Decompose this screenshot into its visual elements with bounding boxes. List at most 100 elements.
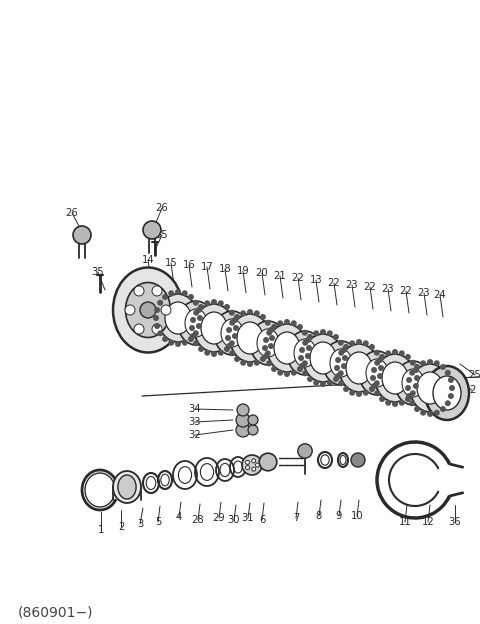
Circle shape — [157, 330, 163, 336]
Circle shape — [254, 359, 260, 366]
Text: 36: 36 — [449, 517, 461, 527]
Text: 17: 17 — [201, 262, 214, 272]
Circle shape — [378, 365, 384, 371]
Circle shape — [211, 299, 217, 305]
Circle shape — [427, 359, 433, 365]
Circle shape — [226, 343, 232, 349]
Circle shape — [379, 354, 385, 360]
Ellipse shape — [158, 294, 198, 342]
Circle shape — [73, 226, 91, 244]
Text: 31: 31 — [242, 513, 254, 523]
Circle shape — [218, 349, 224, 356]
Circle shape — [341, 347, 347, 353]
Circle shape — [302, 339, 308, 346]
Circle shape — [265, 350, 271, 356]
Ellipse shape — [425, 366, 469, 420]
Circle shape — [307, 334, 313, 340]
Circle shape — [143, 221, 161, 239]
Text: (860901−): (860901−) — [18, 605, 94, 619]
Ellipse shape — [375, 354, 415, 402]
Circle shape — [313, 380, 319, 386]
Circle shape — [175, 341, 181, 347]
Circle shape — [291, 320, 297, 326]
Ellipse shape — [410, 364, 450, 412]
Circle shape — [414, 375, 420, 381]
Ellipse shape — [185, 309, 207, 337]
Ellipse shape — [359, 351, 395, 395]
Text: 13: 13 — [310, 275, 322, 285]
Circle shape — [134, 324, 144, 334]
Circle shape — [190, 333, 196, 339]
Circle shape — [242, 455, 262, 475]
Circle shape — [168, 339, 174, 346]
Ellipse shape — [250, 321, 286, 365]
Circle shape — [377, 373, 383, 379]
Ellipse shape — [287, 331, 323, 375]
Circle shape — [193, 310, 199, 316]
Circle shape — [198, 304, 204, 310]
Ellipse shape — [125, 283, 170, 338]
Circle shape — [182, 290, 188, 296]
Circle shape — [277, 320, 283, 326]
Circle shape — [152, 286, 162, 296]
Circle shape — [302, 329, 308, 336]
Circle shape — [338, 349, 344, 356]
Circle shape — [262, 345, 268, 351]
Text: 23: 23 — [346, 280, 358, 290]
Text: 19: 19 — [237, 266, 250, 276]
Circle shape — [226, 327, 232, 333]
Circle shape — [392, 349, 398, 355]
Circle shape — [198, 346, 204, 352]
Circle shape — [266, 329, 272, 336]
Circle shape — [247, 309, 253, 315]
Text: 10: 10 — [351, 511, 363, 521]
Circle shape — [236, 413, 250, 427]
Circle shape — [189, 325, 195, 331]
Circle shape — [233, 325, 239, 331]
Circle shape — [154, 307, 160, 313]
Circle shape — [193, 300, 199, 306]
Circle shape — [224, 304, 230, 310]
Text: 6: 6 — [259, 515, 265, 525]
Circle shape — [193, 330, 199, 336]
Text: 14: 14 — [142, 255, 154, 265]
Ellipse shape — [382, 362, 408, 394]
Circle shape — [234, 356, 240, 362]
Text: 2: 2 — [469, 385, 475, 395]
Text: 5: 5 — [155, 517, 161, 527]
Circle shape — [134, 286, 144, 296]
Text: 22: 22 — [328, 278, 340, 288]
Circle shape — [224, 346, 230, 352]
Circle shape — [434, 410, 440, 416]
Circle shape — [229, 340, 235, 346]
Circle shape — [196, 307, 202, 313]
Circle shape — [406, 393, 412, 399]
Circle shape — [236, 423, 250, 437]
Circle shape — [374, 380, 380, 386]
Circle shape — [369, 344, 375, 350]
Circle shape — [229, 319, 235, 326]
Ellipse shape — [237, 322, 263, 354]
Circle shape — [440, 364, 446, 370]
Text: 23: 23 — [382, 284, 394, 294]
Circle shape — [409, 369, 415, 376]
Text: 35: 35 — [92, 267, 104, 277]
Circle shape — [188, 336, 194, 342]
Circle shape — [162, 294, 168, 300]
Circle shape — [377, 357, 383, 363]
Circle shape — [246, 461, 250, 464]
Text: 20: 20 — [256, 268, 268, 278]
Circle shape — [248, 425, 258, 435]
Circle shape — [277, 370, 283, 376]
Ellipse shape — [417, 372, 443, 404]
Circle shape — [291, 370, 297, 376]
Circle shape — [374, 359, 380, 366]
Circle shape — [320, 381, 326, 387]
Circle shape — [154, 323, 160, 329]
Ellipse shape — [257, 329, 279, 357]
Circle shape — [449, 385, 455, 391]
Circle shape — [307, 376, 313, 382]
Circle shape — [349, 340, 355, 346]
Circle shape — [374, 349, 380, 356]
Circle shape — [190, 317, 196, 323]
